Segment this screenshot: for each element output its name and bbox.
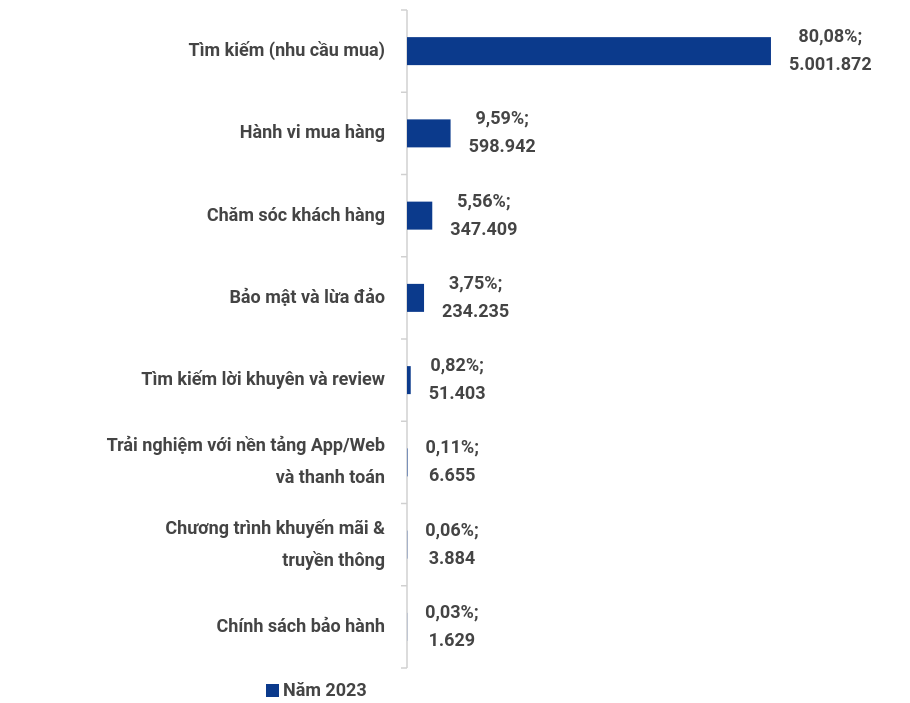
bar bbox=[407, 201, 433, 230]
data-label: 3,75%; 234.235 bbox=[442, 270, 509, 326]
value-label: 0,06%; bbox=[425, 519, 479, 541]
y-tick-label: Chính sách bảo hành bbox=[216, 615, 385, 637]
data-label: 0,11%; 6.655 bbox=[425, 434, 478, 490]
data-label: 9,59%; 598.942 bbox=[469, 105, 536, 161]
count-label: 347.409 bbox=[450, 218, 518, 240]
bar bbox=[407, 119, 451, 148]
y-tick-label: Trải nghiệm với nền tảng App/Web và than… bbox=[106, 435, 385, 489]
count-label: 234.235 bbox=[442, 300, 510, 322]
count-label: 3.884 bbox=[428, 547, 476, 569]
y-tick-label: Chăm sóc khách hàng bbox=[206, 204, 385, 226]
count-label: 6.655 bbox=[428, 465, 476, 487]
count-label: 5.001.872 bbox=[788, 54, 872, 76]
value-label: 80,08%; bbox=[798, 26, 863, 48]
bar bbox=[407, 366, 411, 395]
bar bbox=[407, 37, 771, 66]
count-label: 598.942 bbox=[468, 136, 536, 158]
count-label: 51.403 bbox=[428, 383, 486, 405]
data-label: 0,82%; 51.403 bbox=[429, 352, 486, 408]
y-tick-label: Chương trình khuyến mãi & truyền thông bbox=[165, 517, 385, 571]
count-label: 1.629 bbox=[428, 629, 476, 651]
legend-label: Năm 2023 bbox=[283, 680, 367, 701]
value-label: 5,56%; bbox=[457, 190, 511, 212]
value-label: 9,59%; bbox=[475, 108, 529, 130]
legend: Năm 2023 bbox=[266, 680, 367, 701]
data-label: 0,03%; 1.629 bbox=[425, 599, 478, 655]
data-label: 0,06%; 3.884 bbox=[425, 517, 478, 573]
value-label: 0,82%; bbox=[430, 355, 484, 377]
value-label: 3,75%; bbox=[448, 272, 503, 294]
y-tick-label: Tìm kiếm lời khuyên và review bbox=[141, 369, 385, 391]
data-label: 5,56%; 347.409 bbox=[450, 188, 517, 244]
y-tick-label: Hành vi mua hàng bbox=[239, 122, 385, 144]
legend-swatch bbox=[266, 684, 279, 697]
value-label: 0,11%; bbox=[425, 437, 479, 459]
y-tick-label: Tìm kiếm (nhu cầu mua) bbox=[188, 40, 385, 62]
y-tick-label: Bảo mật và lừa đảo bbox=[229, 286, 385, 308]
value-label: 0,03%; bbox=[425, 601, 479, 623]
data-label: 80,08%; 5.001.872 bbox=[789, 23, 872, 79]
bar bbox=[407, 283, 425, 312]
